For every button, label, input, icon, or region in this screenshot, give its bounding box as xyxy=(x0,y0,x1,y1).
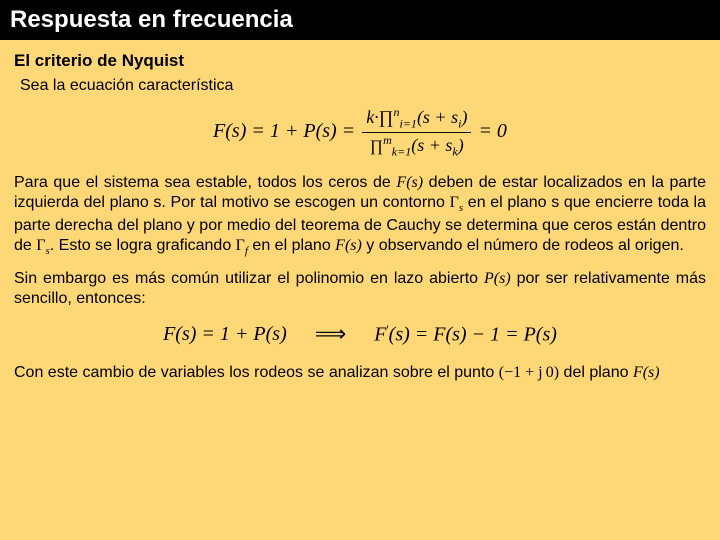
eq2-right-a: F xyxy=(374,323,386,345)
p3-a: Con este cambio de variables los rodeos … xyxy=(14,364,499,381)
eq1-rhs: = 0 xyxy=(478,120,507,142)
p1-fs2: F(s) xyxy=(335,237,362,254)
slide-body: El criterio de Nyquist Sea la ecuación c… xyxy=(0,43,720,403)
eq1-den-close: ) xyxy=(458,135,464,155)
p1-f: y observando el número de rodeos al orig… xyxy=(362,237,684,254)
gamma-s-icon: Γs xyxy=(450,194,464,211)
intro-line: Sea la ecuación característica xyxy=(20,77,706,95)
eq1-num-tail: (s + s xyxy=(417,107,458,127)
p2-ps: P(s) xyxy=(484,270,511,287)
eq1-fraction: k·∏ni=1(s + si) ∏mk=1(s + sk) xyxy=(362,105,471,159)
point-value: (−1 + j 0) xyxy=(499,364,559,381)
eq1-num-sub: i=1 xyxy=(400,117,417,131)
p1-fs: F(s) xyxy=(396,174,423,191)
implies-arrow-icon: ⟹ xyxy=(315,321,347,347)
eq1-lhs: F(s) = 1 + P(s) = xyxy=(213,120,355,142)
p2-a: Sin embargo es más común utilizar el pol… xyxy=(14,270,484,287)
gamma-glyph-2: Γ xyxy=(36,237,45,254)
gamma-glyph: Γ xyxy=(450,194,459,211)
equation-2: F(s) = 1 + P(s) ⟹ F'(s) = F(s) − 1 = P(s… xyxy=(14,321,706,347)
paragraph-3: Con este cambio de variables los rodeos … xyxy=(14,363,706,383)
eq1-num-close: ) xyxy=(461,107,467,127)
eq2-left: F(s) = 1 + P(s) xyxy=(163,323,287,346)
p1-e: en el plano xyxy=(248,237,335,254)
gamma-f-icon: Γf xyxy=(236,237,248,254)
paragraph-2: Sin embargo es más común utilizar el pol… xyxy=(14,269,706,309)
slide-title: Respuesta en frecuencia xyxy=(0,0,720,43)
equation-1: F(s) = 1 + P(s) = k·∏ni=1(s + si) ∏mk=1(… xyxy=(14,105,706,159)
paragraph-1: Para que el sistema sea estable, todos l… xyxy=(14,173,706,259)
p1-a: Para que el sistema sea estable, todos l… xyxy=(14,174,396,191)
eq1-den-sub: k=1 xyxy=(392,144,411,158)
p3-fs: F(s) xyxy=(633,364,660,381)
gamma-s2-icon: Γs xyxy=(36,237,50,254)
eq1-den-prod: ∏ xyxy=(370,138,383,155)
eq1-num-k: k·∏ xyxy=(366,107,393,127)
subtitle: El criterio de Nyquist xyxy=(14,51,706,71)
p3-b: del plano xyxy=(559,364,633,381)
gamma-glyph-3: Γ xyxy=(236,237,245,254)
p1-d: . Esto se logra graficando xyxy=(50,237,236,254)
eq1-den-tail: (s + s xyxy=(411,135,452,155)
eq2-right: F'(s) = F(s) − 1 = P(s) xyxy=(374,322,557,347)
eq2-right-b: (s) = F(s) − 1 = P(s) xyxy=(389,323,557,345)
eq1-den-sup: m xyxy=(383,133,392,147)
